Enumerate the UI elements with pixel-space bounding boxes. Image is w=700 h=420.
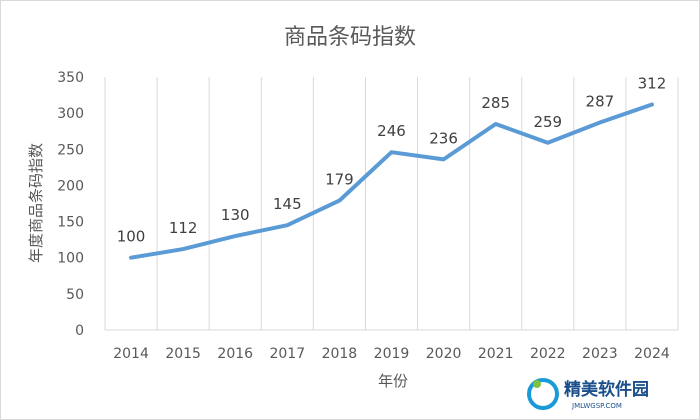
data-label: 285 xyxy=(481,94,510,112)
data-label: 312 xyxy=(638,74,667,92)
data-label: 100 xyxy=(117,228,146,246)
x-tick-label: 2021 xyxy=(478,346,514,362)
y-tick-label: 100 xyxy=(57,251,84,267)
data-labels: 100 112 130 145 179 246 236 285 259 287 312 xyxy=(117,74,667,245)
y-axis-ticks: 0 50 100 150 200 250 300 350 xyxy=(57,70,84,339)
chart-title: 商品条码指数 xyxy=(284,25,416,50)
data-label: 179 xyxy=(325,171,354,189)
watermark: 精美软件园 JMLWGSP.COM xyxy=(527,378,649,410)
watermark-logo-icon xyxy=(527,378,559,410)
x-tick-label: 2015 xyxy=(165,346,201,362)
y-tick-label: 150 xyxy=(57,215,84,231)
gridlines xyxy=(104,77,679,331)
x-tick-label: 2016 xyxy=(217,346,253,362)
data-label: 246 xyxy=(377,122,406,140)
x-tick-label: 2018 xyxy=(322,346,358,362)
x-tick-label: 2019 xyxy=(374,346,410,362)
x-tick-label: 2017 xyxy=(269,346,305,362)
y-tick-label: 300 xyxy=(57,106,84,122)
x-axis-ticks: 2014 2015 2016 2017 2018 2019 2020 2021 2022 2023… xyxy=(113,346,670,362)
data-label: 259 xyxy=(533,113,562,131)
watermark-subtext: JMLWGSP.COM xyxy=(571,402,622,410)
x-tick-label: 2022 xyxy=(530,346,566,362)
y-tick-label: 200 xyxy=(57,178,84,194)
watermark-text: 精美软件园 xyxy=(564,379,649,400)
y-tick-label: 250 xyxy=(57,142,84,158)
y-tick-label: 0 xyxy=(75,323,84,339)
x-tick-label: 2024 xyxy=(634,346,670,362)
data-label: 236 xyxy=(429,129,458,147)
data-label: 287 xyxy=(586,93,615,111)
x-tick-label: 2014 xyxy=(113,346,149,362)
y-axis-label: 年度商品条码指数 xyxy=(27,143,45,263)
watermark-leaf-icon xyxy=(533,380,541,388)
x-axis-label: 年份 xyxy=(378,372,408,390)
series-line xyxy=(129,102,654,260)
y-tick-label: 350 xyxy=(57,70,84,86)
data-label: 130 xyxy=(221,206,250,224)
y-tick-label: 50 xyxy=(66,287,84,303)
x-tick-label: 2020 xyxy=(426,346,462,362)
data-label: 112 xyxy=(169,219,198,237)
x-tick-label: 2023 xyxy=(582,346,618,362)
data-label: 145 xyxy=(273,195,302,213)
